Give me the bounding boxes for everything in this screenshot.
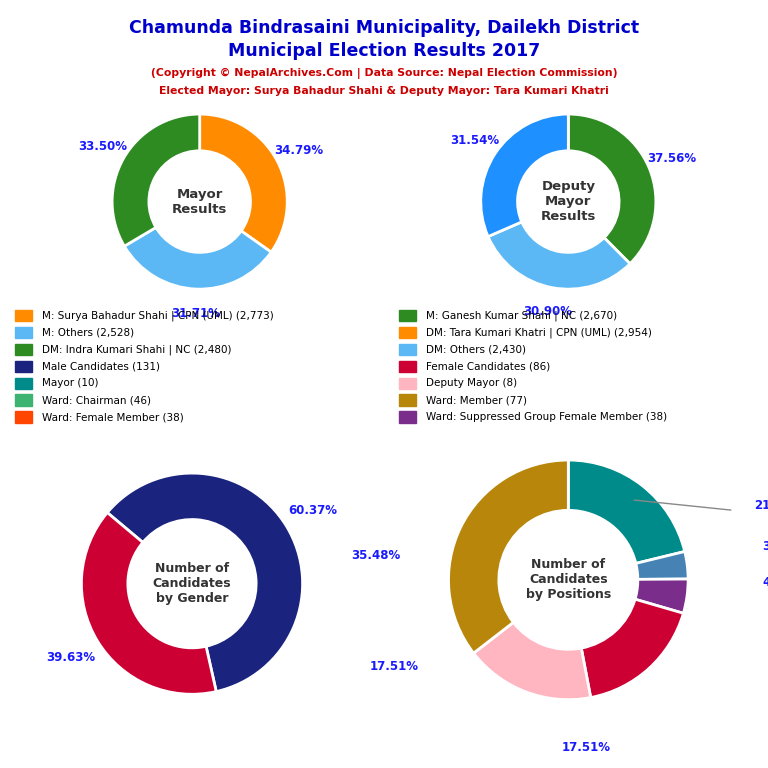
Text: DM: Indra Kumari Shahi | NC (2,480): DM: Indra Kumari Shahi | NC (2,480) [42, 344, 232, 355]
Wedge shape [488, 222, 630, 289]
Bar [399, 412, 416, 422]
Bar [399, 361, 416, 372]
Text: 60.37%: 60.37% [289, 504, 337, 517]
Text: 3.69%: 3.69% [763, 540, 768, 553]
Text: Number of
Candidates
by Positions: Number of Candidates by Positions [525, 558, 611, 601]
Wedge shape [474, 622, 591, 700]
Text: 39.63%: 39.63% [47, 650, 96, 664]
Bar [15, 327, 32, 338]
Text: 33.50%: 33.50% [78, 140, 127, 153]
Text: Deputy
Mayor
Results: Deputy Mayor Results [541, 180, 596, 223]
Bar [15, 344, 32, 355]
Text: 17.51%: 17.51% [369, 660, 419, 673]
Text: Mayor
Results: Mayor Results [172, 187, 227, 216]
Text: 17.51%: 17.51% [561, 741, 611, 754]
Text: Deputy Mayor (8): Deputy Mayor (8) [426, 378, 518, 389]
Bar [399, 327, 416, 338]
Text: M: Surya Bahadur Shahi | CPN (UML) (2,773): M: Surya Bahadur Shahi | CPN (UML) (2,77… [42, 310, 274, 321]
Bar [399, 378, 416, 389]
Text: 21.20%: 21.20% [754, 499, 768, 512]
Wedge shape [581, 599, 684, 697]
Text: DM: Others (2,430): DM: Others (2,430) [426, 344, 526, 355]
Text: 31.54%: 31.54% [450, 134, 499, 147]
Wedge shape [124, 227, 271, 289]
Text: Ward: Female Member (38): Ward: Female Member (38) [42, 412, 184, 422]
Text: (Copyright © NepalArchives.Com | Data Source: Nepal Election Commission): (Copyright © NepalArchives.Com | Data So… [151, 68, 617, 78]
Text: Ward: Member (77): Ward: Member (77) [426, 395, 528, 406]
Text: 31.71%: 31.71% [170, 307, 220, 320]
Text: Elected Mayor: Surya Bahadur Shahi & Deputy Mayor: Tara Kumari Khatri: Elected Mayor: Surya Bahadur Shahi & Dep… [159, 86, 609, 96]
Wedge shape [636, 551, 688, 579]
Bar [15, 310, 32, 321]
Wedge shape [635, 579, 688, 614]
Text: Ward: Suppressed Group Female Member (38): Ward: Suppressed Group Female Member (38… [426, 412, 667, 422]
Text: Ward: Chairman (46): Ward: Chairman (46) [42, 395, 151, 406]
Text: 30.90%: 30.90% [523, 305, 571, 318]
Text: Male Candidates (131): Male Candidates (131) [42, 361, 161, 372]
Text: Number of
Candidates
by Gender: Number of Candidates by Gender [153, 562, 231, 605]
Text: Municipal Election Results 2017: Municipal Election Results 2017 [228, 42, 540, 60]
Bar [15, 412, 32, 422]
Wedge shape [568, 460, 685, 564]
Bar [399, 310, 416, 321]
Text: M: Ganesh Kumar Shahi | NC (2,670): M: Ganesh Kumar Shahi | NC (2,670) [426, 310, 617, 321]
Text: DM: Tara Kumari Khatri | CPN (UML) (2,954): DM: Tara Kumari Khatri | CPN (UML) (2,95… [426, 327, 652, 338]
Bar [15, 395, 32, 406]
Text: M: Others (2,528): M: Others (2,528) [42, 327, 134, 338]
Bar [15, 361, 32, 372]
Wedge shape [112, 114, 200, 247]
Text: Female Candidates (86): Female Candidates (86) [426, 361, 551, 372]
Wedge shape [81, 512, 217, 694]
Text: Chamunda Bindrasaini Municipality, Dailekh District: Chamunda Bindrasaini Municipality, Daile… [129, 19, 639, 37]
Bar [399, 395, 416, 406]
Text: 34.79%: 34.79% [275, 144, 324, 157]
Bar [399, 344, 416, 355]
Wedge shape [481, 114, 568, 237]
Wedge shape [449, 460, 568, 653]
Text: Mayor (10): Mayor (10) [42, 378, 99, 389]
Wedge shape [200, 114, 287, 252]
Wedge shape [108, 473, 303, 691]
Wedge shape [568, 114, 656, 263]
Text: 35.48%: 35.48% [351, 549, 401, 562]
Text: 4.61%: 4.61% [763, 576, 768, 589]
Text: 37.56%: 37.56% [647, 152, 697, 165]
Bar [15, 378, 32, 389]
